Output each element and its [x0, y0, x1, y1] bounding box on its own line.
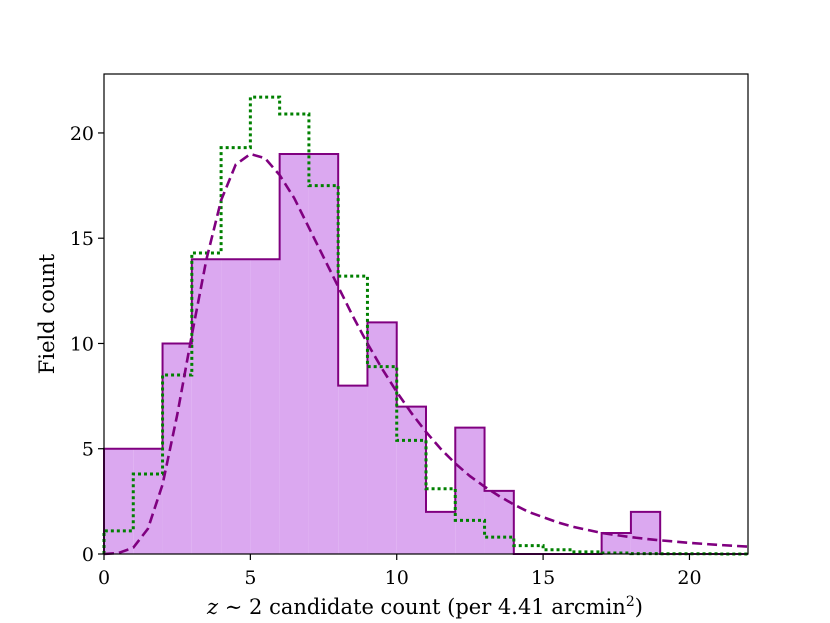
x-axis-label: z ∼ 2 candidate count (per 4.41 arcmin2): [206, 594, 643, 619]
histogram-bar: [104, 448, 134, 554]
plot-frame: [103, 73, 749, 555]
x-axis-label-close: ): [635, 595, 643, 619]
x-tick-label: 0: [98, 567, 110, 589]
histogram-bar: [426, 511, 456, 554]
y-tick-label: 20: [70, 123, 94, 145]
histogram-bar: [484, 490, 514, 554]
histogram-bar: [221, 259, 251, 554]
fit-curve: [103, 152, 749, 556]
histogram-bar: [162, 343, 192, 554]
y-tick-label: 0: [82, 544, 94, 566]
x-tick-label: 10: [385, 567, 409, 589]
x-tick-label: 15: [531, 567, 555, 589]
y-axis-label: Field count: [35, 253, 59, 374]
x-tick-label: 5: [244, 567, 256, 589]
histogram-bar: [601, 532, 631, 554]
histogram-bar: [455, 427, 485, 554]
histogram-bar: [308, 154, 339, 554]
histogram-bar: [279, 154, 309, 554]
x-axis-label-var: z: [206, 595, 219, 619]
histogram-bar: [338, 385, 368, 554]
histogram-bar: [396, 406, 426, 554]
histogram-outline: [103, 153, 748, 555]
y-tick-label: 10: [70, 333, 94, 355]
y-tick-label: 15: [70, 228, 94, 250]
x-axis-label-sup: 2: [626, 594, 635, 610]
axis-ticks: 0 5 10 15 20 0 5 10 15 20: [70, 123, 702, 589]
model-step-line: [102, 95, 748, 556]
x-tick-label: 20: [677, 567, 701, 589]
histogram-bar: [367, 322, 397, 554]
x-axis-label-text: ∼ 2 candidate count (per 4.41 arcmin: [218, 595, 626, 619]
y-tick-label: 5: [82, 439, 94, 461]
plot-area: [102, 95, 749, 556]
histogram-bar: [630, 511, 661, 554]
histogram-bar: [191, 259, 222, 554]
histogram-bar: [250, 259, 280, 554]
